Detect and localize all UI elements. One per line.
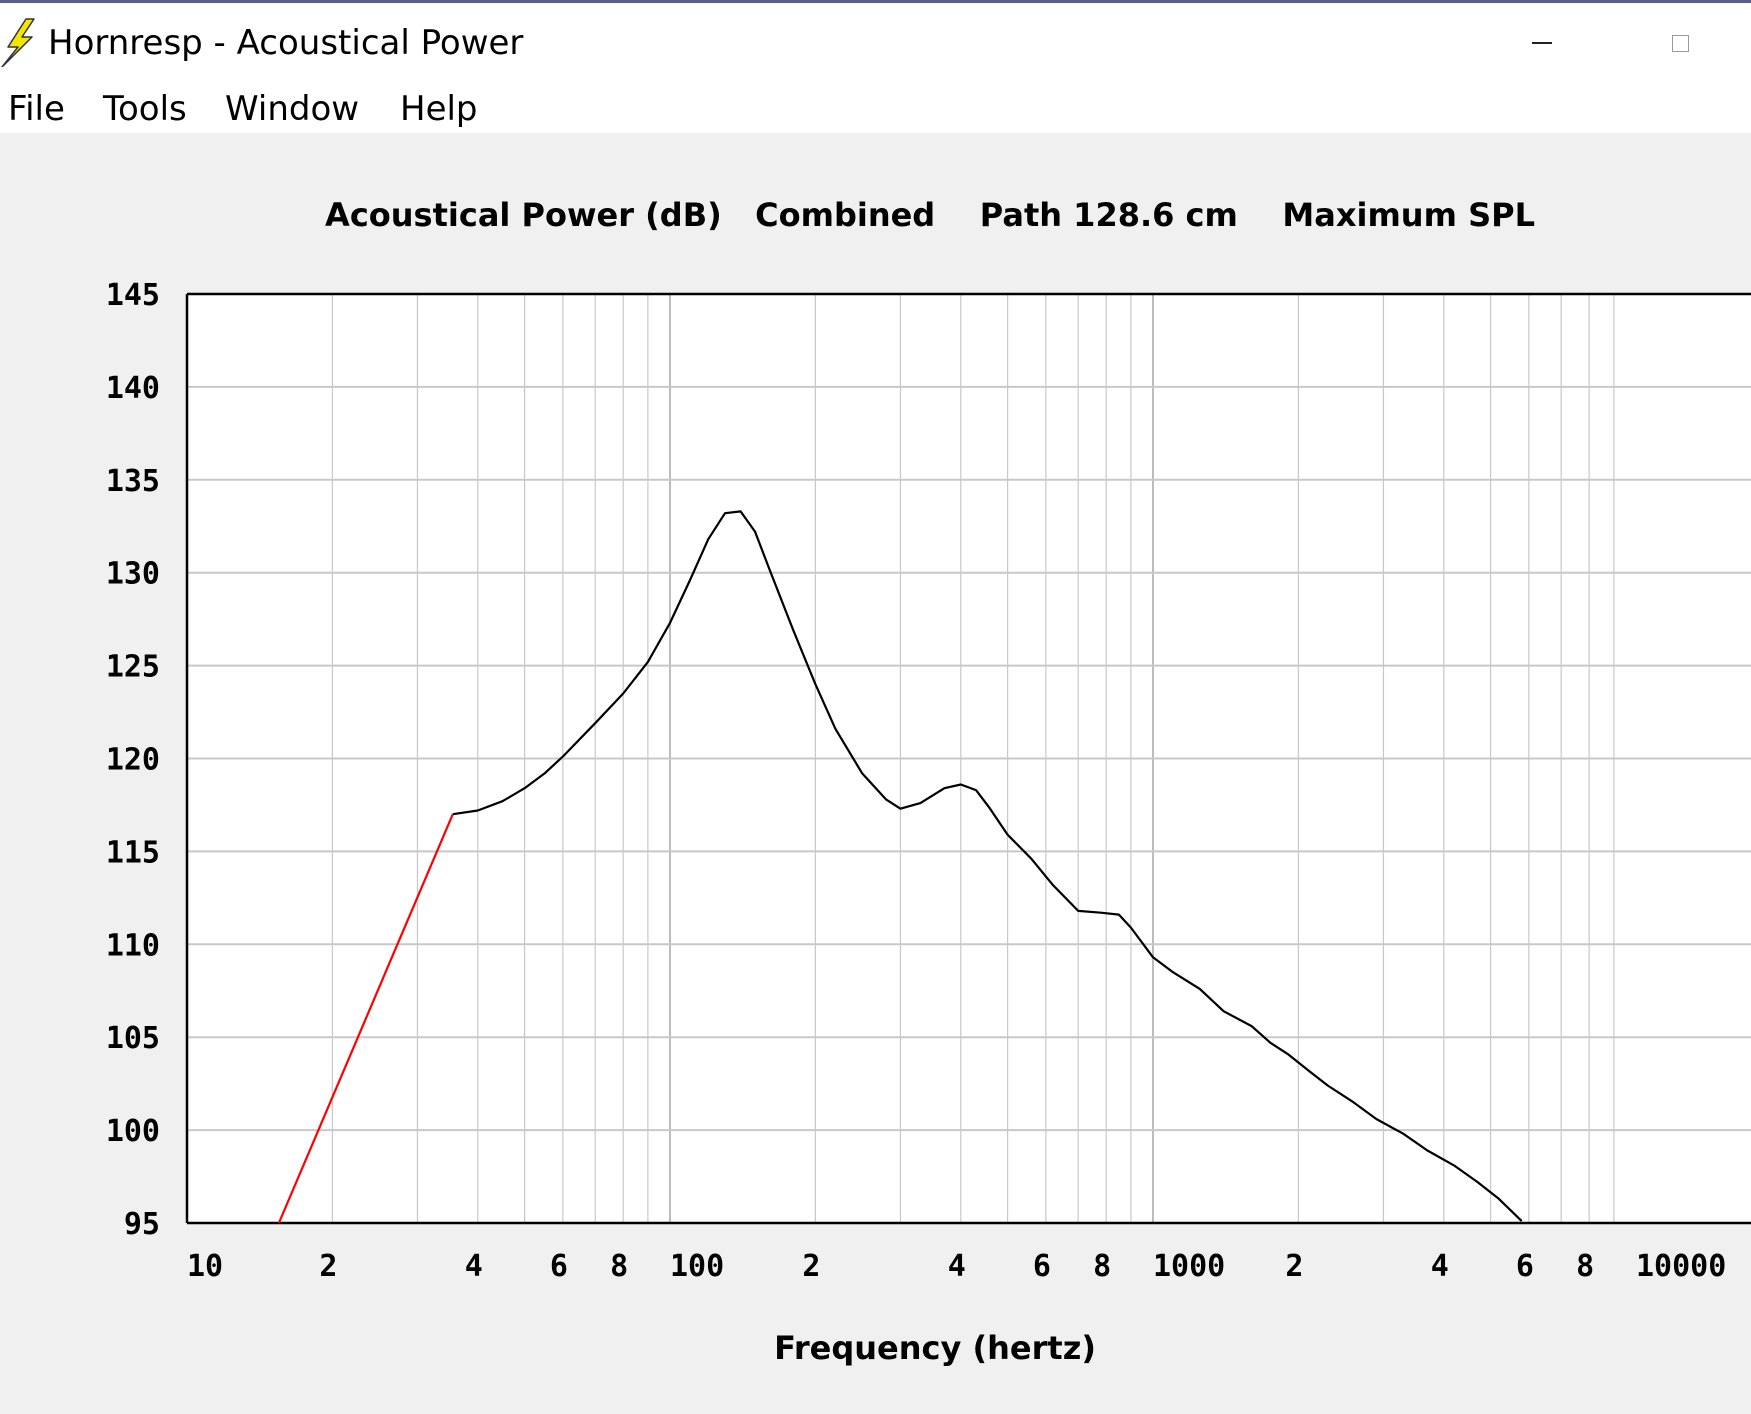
y-tick-label: 110 [106,928,160,963]
menu-bar: File Tools Window Help [0,81,1751,133]
x-tick-label: 2 [802,1249,820,1284]
lightning-bolt-icon[interactable] [0,17,40,68]
x-tick-label: 8 [1093,1249,1111,1284]
window-title: Hornresp - Acoustical Power [48,23,524,63]
x-tick-label: 100 [670,1249,724,1284]
x-tick-label: 4 [1431,1249,1449,1284]
y-tick-label: 105 [106,1021,160,1056]
minimize-icon [1532,42,1552,44]
menu-tools[interactable]: Tools [103,89,187,129]
x-tick-label: 2 [1285,1249,1303,1284]
series-line-main [452,510,1523,1222]
y-tick-label: 125 [106,650,160,685]
menu-window[interactable]: Window [225,89,360,129]
x-tick-label: 6 [1033,1249,1051,1284]
chart-title: Acoustical Power (dB) Combined Path 128.… [325,196,1535,234]
maximize-icon [1671,34,1689,52]
y-tick-label: 145 [106,278,160,313]
series-line-low [277,813,454,1224]
y-tick-label: 130 [106,557,160,592]
y-tick-label: 115 [106,835,160,870]
menu-file[interactable]: File [8,89,65,129]
acoustical-power-chart: 145 140 135 130 125 120 115 110 105 100 95 10 2 4 6 8 10… [106,196,1751,1367]
x-tick-label: 6 [550,1249,568,1284]
x-tick-label: 8 [610,1249,628,1284]
x-tick-label: 4 [465,1249,483,1284]
title-bar[interactable]: Hornresp - Acoustical Power [0,3,1751,81]
y-tick-label: 135 [106,464,160,499]
x-axis-label: Frequency (hertz) [774,1329,1096,1367]
y-tick-label: 95 [124,1207,160,1242]
x-tick-label: 2 [319,1249,337,1284]
window-top-border [0,0,1751,3]
y-tick-label: 120 [106,743,160,778]
minimize-button[interactable] [1512,19,1572,67]
menu-help[interactable]: Help [400,89,478,129]
chart-area: 145 140 135 130 125 120 115 110 105 100 95 10 2 4 6 8 10… [0,133,1751,1414]
x-tick-label: 10000 [1636,1249,1726,1284]
x-tick-label: 10 [187,1249,223,1284]
x-tick-label: 1000 [1153,1249,1225,1284]
x-tick-label: 4 [948,1249,966,1284]
maximize-button[interactable] [1650,19,1710,67]
x-tick-label: 8 [1576,1249,1594,1284]
x-tick-label: 6 [1516,1249,1534,1284]
y-tick-label: 140 [106,371,160,406]
y-tick-label: 100 [106,1114,160,1149]
